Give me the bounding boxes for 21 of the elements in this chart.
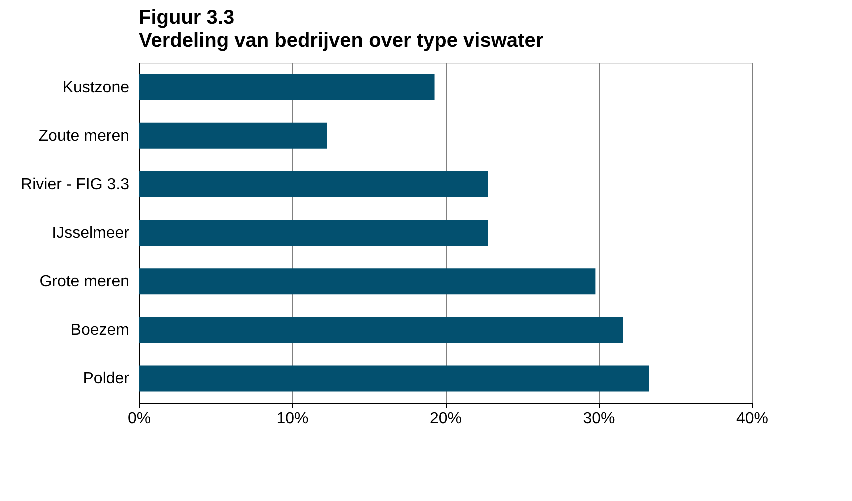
- y-tick-label: Kustzone: [62, 79, 130, 96]
- bar: [139, 366, 650, 392]
- bar: [139, 122, 328, 149]
- x-tick-label: 30%: [583, 410, 616, 428]
- y-tick-label: Boezem: [70, 322, 130, 340]
- bar: [139, 317, 624, 344]
- bar: [139, 171, 488, 198]
- chart-title: Figuur 3.3: [139, 7, 235, 29]
- x-tick-label: 10%: [276, 410, 309, 428]
- bar: [139, 268, 596, 295]
- x-tick-label: 20%: [430, 410, 462, 428]
- x-tick-label: 40%: [736, 410, 769, 428]
- y-tick-label: Polder: [83, 370, 130, 388]
- y-tick-label: Zoute meren: [38, 128, 130, 145]
- y-tick-label: IJsselmeer: [52, 225, 130, 242]
- y-tick-label: Rivier - FIG 3.3: [21, 176, 130, 194]
- x-tick-label: 0%: [128, 410, 152, 428]
- chart-subtitle: Verdeling van bedrijven over type viswater: [139, 30, 544, 52]
- y-tick-label: Grote meren: [40, 274, 130, 291]
- bar: [139, 74, 435, 100]
- bar: [139, 220, 488, 246]
